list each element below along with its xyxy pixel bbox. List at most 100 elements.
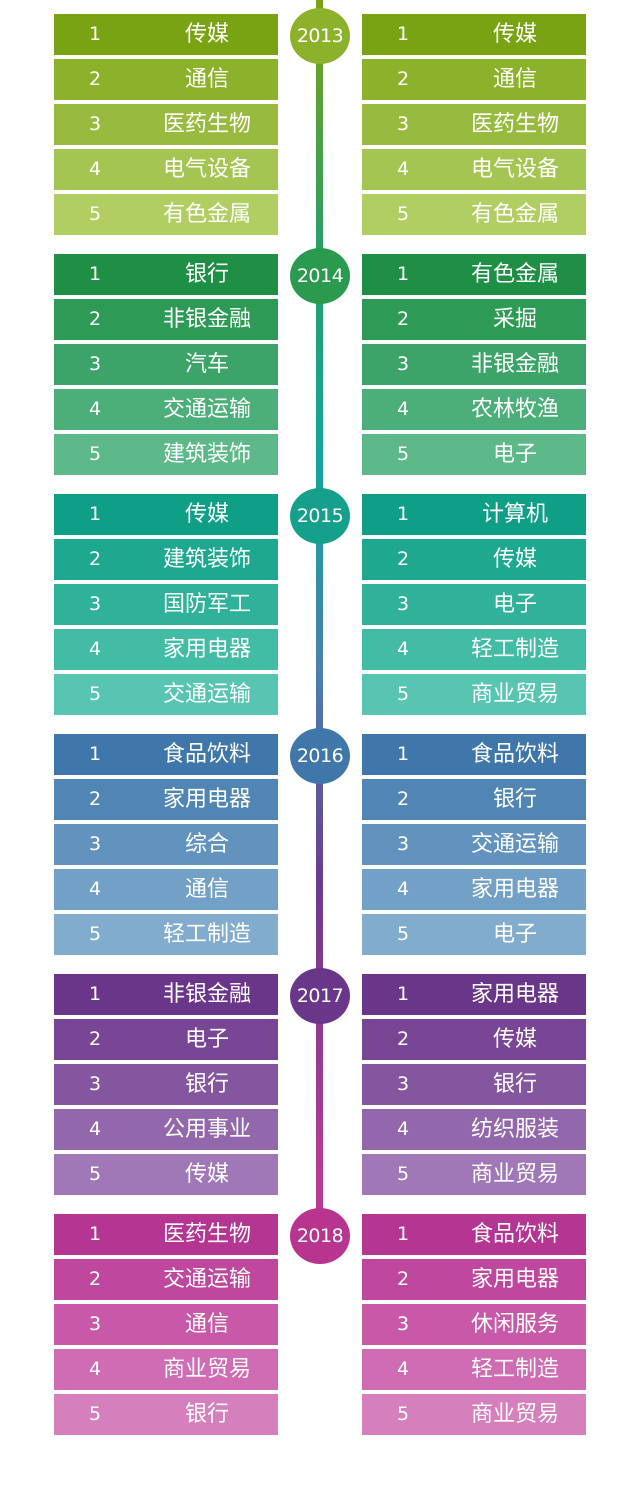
ranking-row: 1 计算机	[362, 494, 586, 535]
industry-name: 交通运输	[470, 832, 559, 857]
rank-number: 4	[89, 158, 102, 180]
rank-number: 5	[397, 923, 410, 945]
industry-name: 商业贸易	[162, 1357, 251, 1382]
left-ranking-column: 1 银行 2 非银金融 3 汽车 4 交通运输 5 建筑装饰	[54, 254, 278, 479]
ranking-row: 4 纺织服装	[362, 1109, 586, 1150]
industry-name: 商业贸易	[470, 1162, 559, 1187]
rank-number: 4	[397, 1358, 410, 1380]
ranking-row: 4 电气设备	[362, 149, 586, 190]
rank-number: 1	[397, 263, 410, 285]
industry-name: 家用电器	[162, 637, 251, 662]
ranking-row: 4 交通运输	[54, 389, 278, 430]
ranking-row: 4 家用电器	[54, 629, 278, 670]
rank-number: 2	[397, 788, 410, 810]
ranking-row: 3 非银金融	[362, 344, 586, 385]
year-badge: 2013	[290, 8, 350, 64]
rank-number: 3	[89, 353, 102, 375]
rank-number: 4	[89, 398, 102, 420]
ranking-row: 1 家用电器	[362, 974, 586, 1015]
industry-name: 综合	[184, 832, 229, 857]
ranking-row: 1 食品饮料	[362, 734, 586, 775]
industry-name: 有色金属	[470, 262, 559, 287]
rank-number: 4	[397, 638, 410, 660]
rank-number: 5	[397, 1403, 410, 1425]
ranking-row: 1 有色金属	[362, 254, 586, 295]
industry-name: 家用电器	[470, 1267, 559, 1292]
industry-name: 非银金融	[470, 352, 559, 377]
industry-name: 通信	[184, 67, 229, 92]
right-ranking-column: 1 食品饮料 2 家用电器 3 休闲服务 4 轻工制造 5 商业贸易	[362, 1214, 586, 1439]
ranking-row: 5 商业贸易	[362, 674, 586, 715]
industry-name: 电气设备	[470, 157, 559, 182]
industry-name: 非银金融	[162, 307, 251, 332]
ranking-row: 3 综合	[54, 824, 278, 865]
industry-name: 传媒	[184, 1162, 229, 1187]
industry-name: 汽车	[184, 352, 229, 377]
year-badge: 2014	[290, 248, 350, 304]
rank-number: 4	[397, 878, 410, 900]
industry-name: 国防军工	[162, 592, 251, 617]
ranking-row: 1 传媒	[362, 14, 586, 55]
industry-name: 轻工制造	[470, 1357, 559, 1382]
year-badge: 2015	[290, 488, 350, 544]
ranking-row: 1 食品饮料	[362, 1214, 586, 1255]
rank-number: 3	[89, 1073, 102, 1095]
ranking-row: 2 银行	[362, 779, 586, 820]
rank-number: 5	[89, 443, 102, 465]
ranking-row: 3 国防军工	[54, 584, 278, 625]
industry-name: 有色金属	[470, 202, 559, 227]
rank-number: 1	[397, 743, 410, 765]
industry-name: 银行	[184, 1072, 229, 1097]
rank-number: 2	[397, 68, 410, 90]
rank-number: 1	[89, 743, 102, 765]
rank-number: 1	[397, 23, 410, 45]
industry-name: 轻工制造	[162, 922, 251, 947]
industry-name: 交通运输	[162, 397, 251, 422]
industry-name: 食品饮料	[470, 742, 559, 767]
ranking-row: 4 轻工制造	[362, 1349, 586, 1390]
ranking-row: 5 电子	[362, 914, 586, 955]
right-ranking-column: 1 传媒 2 通信 3 医药生物 4 电气设备 5 有色金属	[362, 14, 586, 239]
rank-number: 2	[397, 1268, 410, 1290]
rank-number: 5	[397, 203, 410, 225]
ranking-row: 5 有色金属	[54, 194, 278, 235]
ranking-row: 4 电气设备	[54, 149, 278, 190]
rank-number: 5	[397, 443, 410, 465]
rank-number: 4	[89, 878, 102, 900]
ranking-row: 2 电子	[54, 1019, 278, 1060]
ranking-row: 5 传媒	[54, 1154, 278, 1195]
timeline-line	[316, 0, 323, 1230]
industry-name: 轻工制造	[470, 637, 559, 662]
left-ranking-column: 1 非银金融 2 电子 3 银行 4 公用事业 5 传媒	[54, 974, 278, 1199]
ranking-row: 5 交通运输	[54, 674, 278, 715]
rank-number: 1	[89, 263, 102, 285]
ranking-row: 3 医药生物	[54, 104, 278, 145]
rank-number: 2	[89, 308, 102, 330]
industry-name: 电子	[492, 592, 537, 617]
rank-number: 4	[397, 1118, 410, 1140]
ranking-row: 3 医药生物	[362, 104, 586, 145]
rank-number: 3	[89, 593, 102, 615]
ranking-row: 4 家用电器	[362, 869, 586, 910]
left-ranking-column: 1 传媒 2 通信 3 医药生物 4 电气设备 5 有色金属	[54, 14, 278, 239]
ranking-row: 3 交通运输	[362, 824, 586, 865]
industry-name: 纺织服装	[470, 1117, 559, 1142]
rank-number: 2	[89, 548, 102, 570]
right-ranking-column: 1 有色金属 2 采掘 3 非银金融 4 农林牧渔 5 电子	[362, 254, 586, 479]
rank-number: 2	[89, 68, 102, 90]
right-ranking-column: 1 家用电器 2 传媒 3 银行 4 纺织服装 5 商业贸易	[362, 974, 586, 1199]
industry-name: 采掘	[492, 307, 537, 332]
ranking-row: 1 医药生物	[54, 1214, 278, 1255]
industry-name: 银行	[492, 787, 537, 812]
ranking-row: 3 汽车	[54, 344, 278, 385]
ranking-row: 2 非银金融	[54, 299, 278, 340]
rank-number: 2	[397, 1028, 410, 1050]
right-ranking-column: 1 食品饮料 2 银行 3 交通运输 4 家用电器 5 电子	[362, 734, 586, 959]
industry-name: 公用事业	[162, 1117, 251, 1142]
rank-number: 5	[397, 1163, 410, 1185]
industry-name: 建筑装饰	[162, 547, 251, 572]
left-ranking-column: 1 传媒 2 建筑装饰 3 国防军工 4 家用电器 5 交通运输	[54, 494, 278, 719]
industry-name: 银行	[184, 262, 229, 287]
rank-number: 1	[397, 1223, 410, 1245]
rank-number: 5	[89, 1403, 102, 1425]
